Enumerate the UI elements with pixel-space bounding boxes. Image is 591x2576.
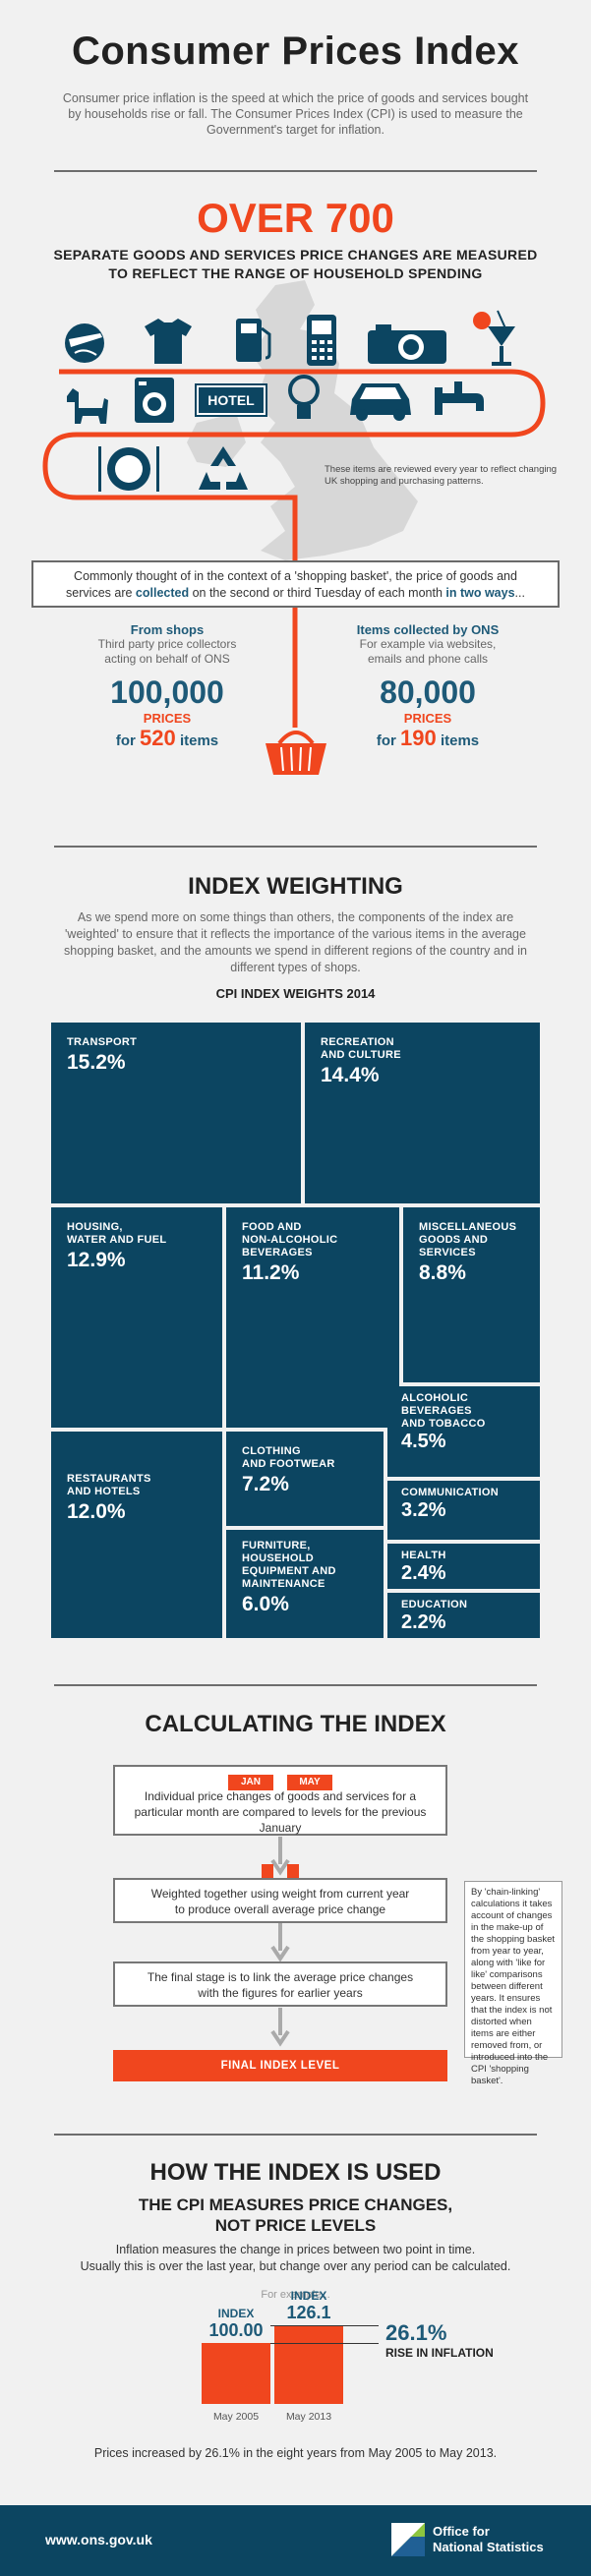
globe-plane-icon bbox=[65, 323, 104, 363]
mobile-phone-icon bbox=[307, 315, 336, 366]
recycling-icon bbox=[199, 446, 248, 490]
tag-jan: JAN bbox=[228, 1775, 273, 1790]
treemap-cell-recreation: RECREATION AND CULTURE 14.4% bbox=[305, 1023, 540, 1203]
water-tap-icon bbox=[435, 381, 484, 415]
arrow-down-icon bbox=[270, 1923, 290, 1962]
footer-url[interactable]: www.ons.gov.uk bbox=[45, 2532, 152, 2547]
treemap-cell-misc: MISCELLANEOUS GOODS AND SERVICES 8.8% bbox=[403, 1207, 540, 1382]
bar2-value: 126.1 bbox=[286, 2303, 331, 2322]
chain-linking-note: By 'chain-linking' calculations it takes… bbox=[464, 1881, 562, 2086]
bar1-index-label: INDEX bbox=[217, 2307, 255, 2320]
hotel-sign-icon: HOTEL bbox=[195, 383, 267, 417]
example-label: For example... bbox=[261, 2289, 330, 2301]
ons-logo-icon bbox=[391, 2523, 425, 2556]
treemap-cell-alcohol: ALCOHOLIC BEVERAGES AND TOBACCO 4.5% bbox=[387, 1386, 540, 1477]
bar-may-2013 bbox=[274, 2325, 343, 2404]
final-index-level: FINAL INDEX LEVEL bbox=[113, 2050, 447, 2081]
used-title: HOW THE INDEX IS USED bbox=[149, 2159, 442, 2186]
divider bbox=[54, 846, 537, 848]
bar1-value: 100.00 bbox=[208, 2320, 264, 2340]
divider bbox=[54, 2134, 537, 2136]
headline-subline: SEPARATE GOODS AND SERVICES PRICE CHANGE… bbox=[53, 247, 538, 281]
used-subtitle: THE CPI MEASURES PRICE CHANGES, NOT PRIC… bbox=[138, 2195, 453, 2235]
shopping-basket-icon bbox=[266, 731, 326, 775]
bar1-date: May 2005 bbox=[212, 2411, 260, 2423]
divider bbox=[54, 170, 537, 172]
treemap-cell-clothing: CLOTHING AND FOOTWEAR 7.2% bbox=[226, 1432, 384, 1526]
headline-over-700: OVER 700 bbox=[197, 195, 394, 241]
treemap-cell-housing: HOUSING, WATER AND FUEL 12.9% bbox=[51, 1207, 222, 1428]
weighting-title: INDEX WEIGHTING bbox=[188, 873, 403, 900]
footer: www.ons.gov.uk Office for National Stati… bbox=[0, 2505, 591, 2576]
arrow-down-icon bbox=[270, 1837, 290, 1876]
basket-path-line bbox=[42, 369, 546, 728]
calc-step-compare: Individual price changes of goods and se… bbox=[113, 1765, 447, 1836]
camera-icon bbox=[368, 324, 446, 364]
bar-may-2005 bbox=[202, 2343, 270, 2404]
fuel-pump-icon bbox=[236, 319, 271, 362]
shops-column: From shops Third party price collectors … bbox=[97, 622, 237, 750]
dog-icon bbox=[67, 388, 108, 424]
treemap-cell-restaurants: RESTAURANTS AND HOTELS 12.0% bbox=[51, 1432, 222, 1638]
arrow-down-icon bbox=[270, 2008, 290, 2047]
rise-line bbox=[270, 2325, 379, 2326]
washing-machine-icon bbox=[135, 378, 174, 423]
tag-may: MAY bbox=[287, 1775, 332, 1790]
treemap-cell-communication: COMMUNICATION 3.2% bbox=[387, 1481, 540, 1540]
bar2-date: May 2013 bbox=[285, 2411, 332, 2423]
ons-column: Items collected by ONS For example via w… bbox=[356, 622, 500, 750]
treemap-cell-furniture: FURNITURE, HOUSEHOLD EQUIPMENT AND MAINT… bbox=[226, 1530, 384, 1638]
collection-box: Commonly thought of in the context of a … bbox=[31, 560, 560, 608]
review-note: These items are reviewed every year to r… bbox=[325, 464, 558, 487]
base-line bbox=[270, 2343, 379, 2344]
weights-icon bbox=[262, 1864, 299, 1878]
rise-label: RISE IN INFLATION bbox=[385, 2346, 494, 2360]
treemap-cell-health: HEALTH 2.4% bbox=[387, 1544, 540, 1589]
tshirt-icon bbox=[145, 319, 192, 364]
calculating-title: CALCULATING THE INDEX bbox=[145, 1711, 446, 1737]
treemap-title: CPI INDEX WEIGHTS 2014 bbox=[215, 986, 376, 1001]
treemap-cell-education: EDUCATION 2.2% bbox=[387, 1593, 540, 1638]
bar2-index-label: INDEX bbox=[290, 2289, 327, 2303]
intro-text: Consumer price inflation is the speed at… bbox=[62, 91, 529, 137]
treemap-cell-transport: TRANSPORT 15.2% bbox=[51, 1023, 301, 1203]
lightbulb-icon bbox=[288, 375, 320, 419]
treemap-cell-food: FOOD AND NON-ALCOHOLIC BEVERAGES 11.2% bbox=[226, 1207, 399, 1428]
conclusion-text: Prices increased by 26.1% in the eight y… bbox=[93, 2446, 498, 2460]
car-icon bbox=[350, 383, 411, 421]
cocktail-icon bbox=[473, 310, 515, 366]
divider bbox=[54, 1684, 537, 1686]
weighting-text: As we spend more on some things than oth… bbox=[64, 910, 527, 974]
used-text: Inflation measures the change in prices … bbox=[80, 2243, 511, 2273]
footer-org: Office for National Statistics bbox=[433, 2524, 544, 2554]
rise-percent: 26.1% bbox=[385, 2320, 447, 2345]
page-title: Consumer Prices Index bbox=[71, 29, 520, 73]
plate-cutlery-icon bbox=[98, 446, 159, 492]
calc-step-link: The final stage is to link the average p… bbox=[113, 1961, 447, 2007]
calc-step-weighted: Weighted together using weight from curr… bbox=[113, 1878, 447, 1923]
uk-map-icon bbox=[187, 280, 418, 560]
